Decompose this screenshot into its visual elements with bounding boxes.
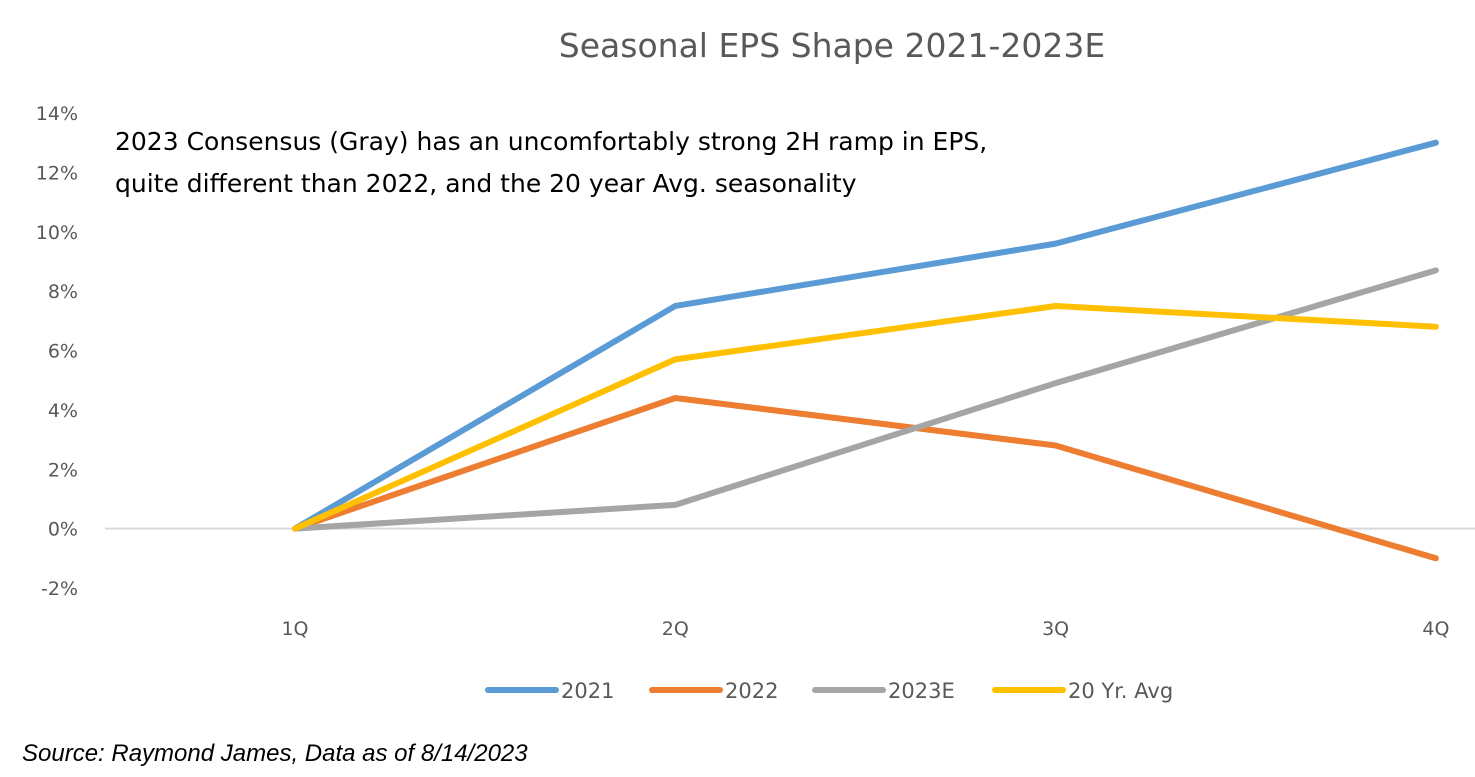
x-tick-label: 4Q [1422,618,1449,640]
source-note: Source: Raymond James, Data as of 8/14/2… [22,740,528,767]
legend-label: 20 Yr. Avg [1068,679,1173,703]
y-tick-label: 10% [36,222,78,244]
chart-title: Seasonal EPS Shape 2021-2023E [559,26,1105,65]
series-2023e [292,267,1439,532]
series-line [292,395,1439,562]
y-tick-label: 0% [48,519,78,541]
y-axis: -2% 0% 2% 4% 6% 8% 10% 12% 14% [36,103,78,600]
legend-label: 2021 [561,679,614,703]
series-20-yr-avg [292,302,1439,532]
annotation-line-2: quite different than 2022, and the 20 ye… [115,169,857,198]
legend-label: 2022 [725,679,778,703]
series-group [292,139,1439,562]
y-tick-label: 8% [48,281,78,303]
y-tick-label: 12% [36,162,78,184]
y-tick-label: 4% [48,400,78,422]
x-tick-label: 1Q [281,618,308,640]
series-line [292,302,1439,532]
y-tick-label: 14% [36,103,78,125]
y-tick-label: 2% [48,459,78,481]
x-axis: 1Q 2Q 3Q 4Q [281,618,1449,640]
series-line [292,139,1439,532]
x-tick-label: 2Q [662,618,689,640]
legend-label: 2023E [888,679,955,703]
y-tick-label: 6% [48,341,78,363]
series-line [292,267,1439,532]
y-tick-label: -2% [41,578,78,600]
legend: 2021 2022 2023E 20 Yr. Avg [485,679,1173,703]
annotation-line-1: 2023 Consensus (Gray) has an uncomfortab… [115,127,987,156]
series-2022 [292,395,1439,562]
x-tick-label: 3Q [1042,618,1069,640]
